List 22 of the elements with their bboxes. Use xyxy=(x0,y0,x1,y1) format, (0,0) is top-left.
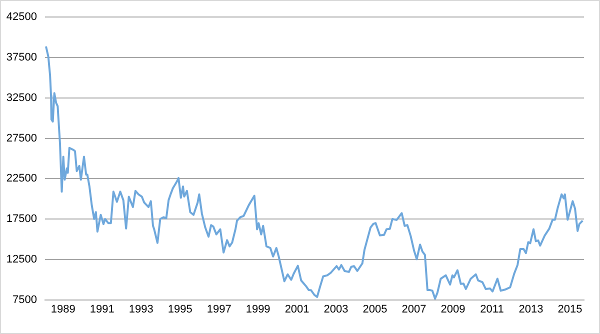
x-tick-label: 1995 xyxy=(168,304,192,316)
y-tick-label: 12500 xyxy=(6,254,37,266)
y-tick-label: 22500 xyxy=(6,172,37,185)
x-tick-label: 2003 xyxy=(324,304,348,316)
x-tick-label: 1997 xyxy=(206,304,232,316)
x-tick-label: 2007 xyxy=(402,304,426,316)
y-tick-label: 42500 xyxy=(6,11,37,24)
x-tick-label: 2011 xyxy=(480,304,504,316)
x-tick-label: 2015 xyxy=(558,304,582,316)
x-tick-label: 1993 xyxy=(128,304,154,316)
x-tick-label: 1989 xyxy=(50,304,76,316)
x-tick-label: 2009 xyxy=(440,304,466,316)
x-tick-label: 1991 xyxy=(90,304,114,316)
x-tick-label: 2001 xyxy=(284,304,310,316)
y-tick-label: 32500 xyxy=(6,92,37,104)
y-tick-label: 27500 xyxy=(6,132,37,144)
y-tick-label: 37500 xyxy=(6,51,37,64)
x-tick-label: 2013 xyxy=(518,304,544,316)
x-tick-label: 2005 xyxy=(362,304,388,316)
x-tick-label: 1999 xyxy=(246,304,270,316)
y-tick-label: 17500 xyxy=(6,213,37,226)
y-tick-label: 7500 xyxy=(12,294,37,306)
